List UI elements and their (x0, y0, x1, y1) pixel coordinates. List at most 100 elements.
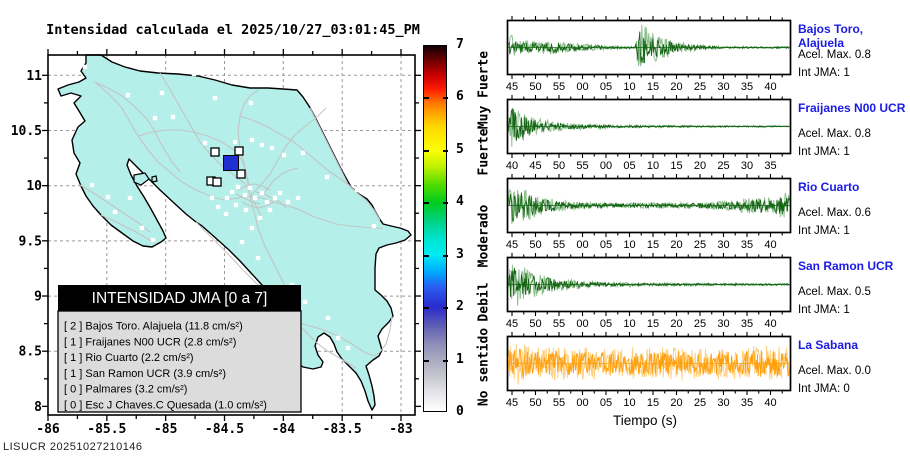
station-marker (324, 174, 330, 180)
colorbar-tick (443, 254, 448, 257)
station-marker (159, 90, 165, 96)
trace-station-name: San Ramon UCR (798, 259, 894, 273)
road-line (94, 81, 181, 173)
road-line (295, 315, 393, 357)
trace-tick-label: 05 (600, 239, 612, 251)
trace-tick-label: 05 (600, 397, 612, 409)
station-marker (152, 115, 158, 121)
legend-row: [ 1 ] Rio Cuarto (2.2 cm/s²) (64, 352, 194, 364)
station-marker (300, 150, 306, 156)
station-marker (252, 195, 258, 201)
trace-tick-label: 40 (764, 318, 776, 330)
y-axis-tick-label: 9 (34, 290, 42, 305)
trace-tick-label: 55 (553, 397, 565, 409)
x-axis-tick-label: -85.5 (87, 422, 126, 437)
trace-tick-label: 25 (694, 318, 706, 330)
x-axis-tick-label: -84.5 (205, 422, 244, 437)
trace-tick-label: 50 (529, 239, 541, 251)
station-marker (247, 185, 253, 191)
trace-tick-label: 20 (670, 318, 682, 330)
station-marker (248, 100, 254, 106)
y-axis-tick-label: 11 (26, 69, 42, 84)
x-axis-tick-label: -85 (154, 422, 177, 437)
legend-row: [ 0 ] Palmares (3.2 cm/s²) (64, 384, 187, 396)
colorbar-tick-label: 7 (456, 37, 464, 52)
station-marker (255, 255, 261, 261)
road-line (295, 321, 357, 369)
station-marker (259, 142, 265, 148)
station-marker (233, 202, 239, 208)
station-marker (371, 223, 377, 229)
trace-int-jma: Int JMA: 1 (798, 225, 850, 237)
station-marker (243, 207, 249, 213)
seismogram-plot: 45 50 55 00 05 10 15 20 25 30 35 40 (506, 174, 792, 251)
trace-tick-label: 30 (717, 239, 729, 251)
legend-row: [ 2 ] Bajos Toro. Alajuela (11.8 cm/s²) (64, 321, 243, 333)
trace-tick-label: 10 (623, 239, 635, 251)
trace-tick-label: 50 (529, 318, 541, 330)
road-line (241, 201, 275, 209)
trace-tick-label: 30 (741, 160, 753, 172)
station-marker (191, 71, 197, 77)
intensity-colorbar: 7 6 5 4 3 2 1 0 Muy Fuerte Fuerte Moderado Debil No … (423, 37, 498, 419)
trace-tick-label: 55 (576, 160, 588, 172)
station-marker (345, 345, 351, 351)
trace-tick-label: 45 (529, 160, 541, 172)
page-title: Intensidad calculada el 2025/10/27_03:01… (46, 22, 420, 38)
legend-row: [ 0 ] Esc J Chaves.C Quesada (1.0 cm/s²) (64, 400, 267, 412)
station-marker (302, 299, 308, 305)
station-marker (202, 140, 208, 146)
trace-tick-label: 20 (670, 397, 682, 409)
station-marker (125, 92, 131, 98)
island (151, 175, 158, 183)
y-axis-tick-label: 9.5 (19, 234, 42, 249)
trace-tick-label: 15 (670, 160, 682, 172)
station-marker (82, 64, 88, 70)
station-marker (295, 195, 301, 201)
colorbar-tick (424, 254, 429, 257)
waveform-trace (508, 31, 790, 64)
trace-info: Fraijanes N00 UCR Acel. Max. 0.8 Int JMA: … (798, 101, 910, 158)
trace-int-jma: Int JMA: 0 (798, 383, 850, 395)
trace-tick-label: 05 (623, 160, 635, 172)
station-marker (229, 189, 235, 195)
seismogram-row: 45 50 55 00 05 10 15 20 25 30 35 40 Bajos Toro, Alaj… (495, 14, 910, 93)
station-marker (209, 195, 215, 201)
trace-tick-label: 20 (670, 81, 682, 93)
station-marker-intensity (236, 169, 246, 179)
seismogram-plot: 45 50 55 00 05 10 15 20 25 30 35 40 (506, 253, 792, 330)
colorbar-tick (443, 149, 448, 152)
x-axis-tick-label: -83 (389, 422, 412, 437)
trace-int-jma: Int JMA: 1 (798, 67, 850, 79)
seismogram-plot: 45 50 55 00 05 10 15 20 25 30 35 40 (506, 16, 792, 93)
station-marker (249, 137, 255, 143)
station-marker (277, 190, 283, 196)
y-axis-tick-label: 8 (34, 400, 42, 415)
road-line (249, 107, 327, 197)
station-marker (127, 195, 133, 201)
watermark: LISUCR 20251027210146 (3, 441, 143, 453)
trace-int-jma: Int JMA: 1 (798, 146, 850, 158)
trace-info: Bajos Toro, Alajuela Acel. Max. 0.8 Int JM… (798, 22, 910, 79)
road-line (261, 167, 299, 197)
trace-tick-label: 00 (576, 81, 588, 93)
seismogram-plot: 40 45 50 55 00 05 10 15 20 25 30 35 (506, 95, 792, 172)
road-line (239, 115, 351, 187)
station-marker (354, 187, 360, 193)
station-marker (150, 237, 156, 243)
road-line (237, 183, 271, 191)
colorbar-tick (424, 307, 429, 310)
colorbar-tick (443, 202, 448, 205)
road-line (309, 107, 381, 221)
trace-tick-label: 45 (506, 318, 518, 330)
trace-tick-label: 40 (764, 397, 776, 409)
trace-info: La Sabana Acel. Max. 0.0 Int JMA: 0 (798, 338, 910, 395)
x-axis-tick-label: -83.5 (323, 422, 362, 437)
seismogram-plot: 45 50 55 00 05 10 15 20 25 30 35 40 (506, 332, 792, 409)
station-marker (223, 211, 229, 217)
trace-station-name: Bajos Toro, Alajuela (798, 22, 864, 50)
station-marker-intensity (210, 147, 220, 157)
trace-tick-label: 50 (529, 81, 541, 93)
trace-tick-label: 10 (647, 160, 659, 172)
